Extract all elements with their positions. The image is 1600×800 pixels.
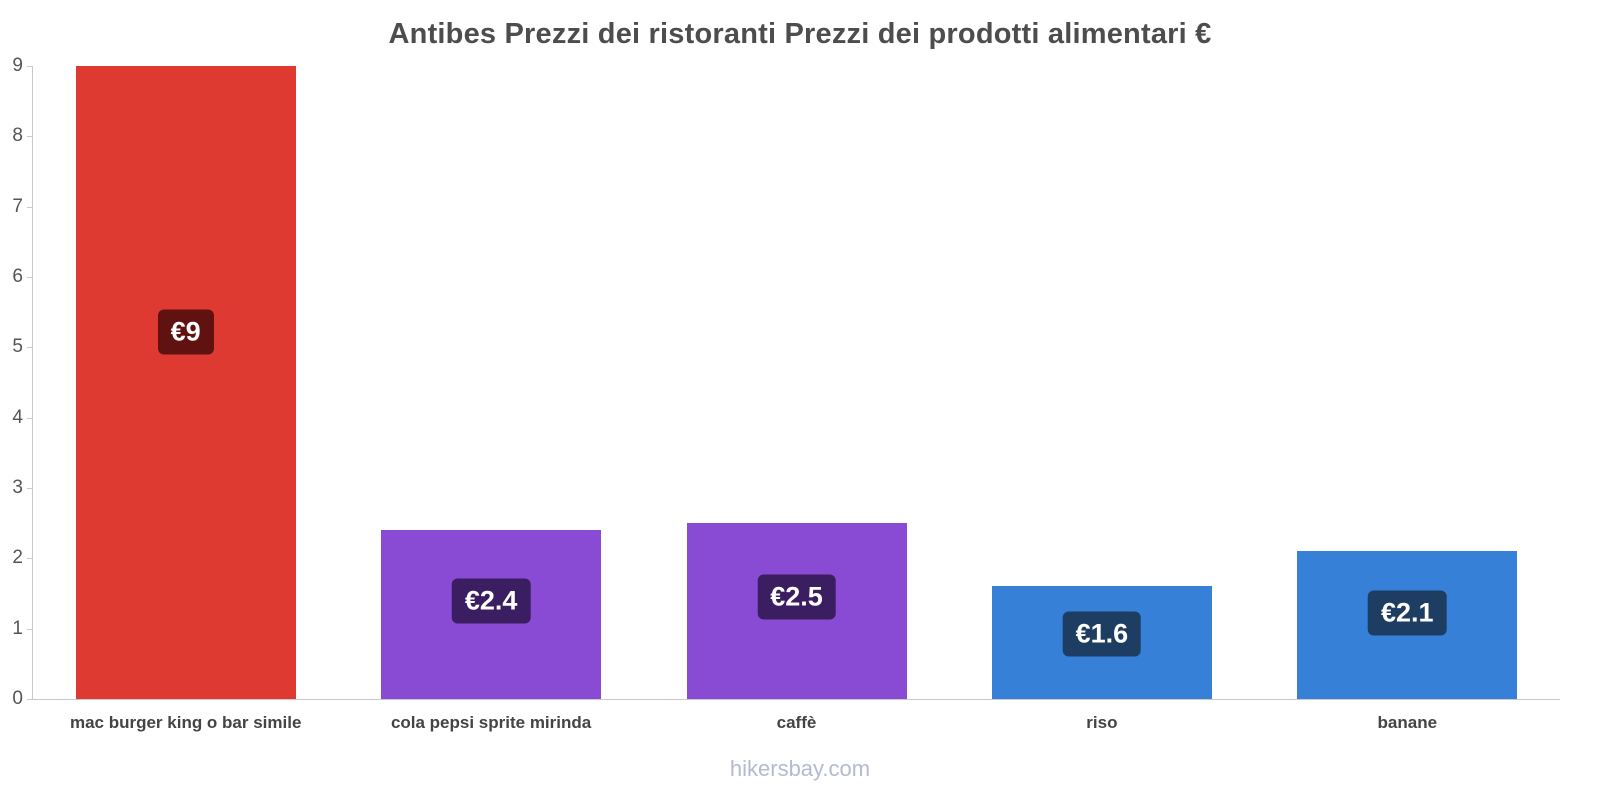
category-label: riso [1086, 713, 1118, 732]
footer-link[interactable]: hikersbay.com [729, 756, 871, 781]
chart-title: Antibes Prezzi dei ristoranti Prezzi dei… [388, 18, 1212, 50]
y-axis-tick [27, 347, 33, 349]
bar-value-label: €2.1 [1368, 590, 1447, 636]
y-axis-tick-label: 1 [12, 617, 23, 639]
bar-value-label: €1.6 [1062, 611, 1142, 657]
y-axis-tick [27, 417, 33, 419]
y-axis-tick [27, 628, 33, 630]
bar-value-label: €2.4 [451, 578, 531, 624]
y-axis-tick-label: 8 [12, 125, 23, 147]
y-axis-tick-label: 7 [12, 195, 23, 217]
y-axis-tick [27, 277, 33, 278]
y-axis-tick-label: 0 [12, 688, 23, 709]
y-axis-tick-label: 5 [12, 336, 23, 358]
y-axis-tick-label: 9 [12, 55, 23, 76]
bar[interactable] [75, 66, 296, 699]
category-label: banane [1377, 713, 1438, 732]
plot-area: 0 1 2 3 4 5 6 7 8 9 €9 mac burger king o bar simile… [12, 56, 1560, 732]
bar-value-label: €2.5 [757, 574, 836, 620]
category-label: caffè [776, 713, 817, 732]
bar-value-label: €9 [157, 309, 214, 355]
y-axis-tick [27, 136, 33, 138]
y-axis-tick-label: 2 [12, 547, 23, 569]
y-axis-tick [27, 488, 33, 489]
category-label: cola pepsi sprite mirinda [390, 713, 592, 732]
y-axis-tick-label: 4 [12, 406, 23, 428]
y-axis-tick-label: 6 [12, 266, 23, 287]
y-axis-tick [27, 558, 33, 560]
category-label: mac burger king o bar simile [69, 713, 302, 732]
y-axis-tick [27, 66, 33, 67]
y-axis-tick [27, 699, 33, 700]
y-axis-tick [27, 206, 33, 208]
y-axis-tick-label: 3 [12, 477, 23, 498]
